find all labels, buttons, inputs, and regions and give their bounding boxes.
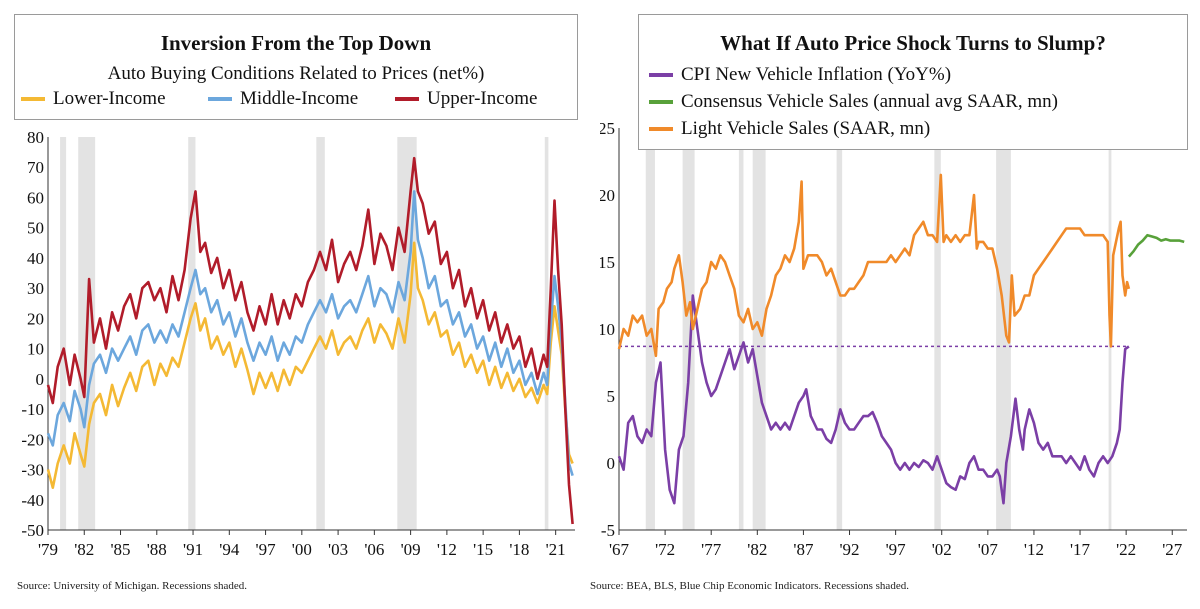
y-tick-label: 5 (607, 387, 616, 406)
y-tick-label: 20 (600, 186, 615, 205)
upper-income-swatch (395, 97, 419, 101)
recession-band-2 (682, 128, 695, 530)
left-legend-box: Inversion From the Top Down Auto Buying … (14, 14, 578, 120)
x-tick-label: '09 (401, 540, 421, 559)
recession-band-3 (188, 137, 196, 530)
left-chart: 80 70 60 50 40 30 20 10 0 -10 -20 -30 -40 -50'79 '82 '8… (21, 128, 575, 559)
x-tick-label: '67 (609, 540, 630, 559)
x-tick-label: '72 (655, 540, 675, 559)
x-tick-label: '92 (839, 540, 859, 559)
x-tick-label: '88 (147, 540, 167, 559)
recession-band-4 (316, 137, 325, 530)
x-tick-label: '27 (1162, 540, 1183, 559)
x-tick-label: '06 (364, 540, 384, 559)
consensus-swatch (649, 100, 673, 104)
right-chart-title: What If Auto Price Shock Turns to Slump? (720, 31, 1106, 55)
left-chart-title: Inversion From the Top Down (160, 31, 432, 55)
left-source-note: Source: University of Michigan. Recessio… (17, 580, 248, 592)
x-tick-label: '77 (701, 540, 722, 559)
legend-item-light-vehicle-sales: Light Vehicle Sales (SAAR, mn) (649, 118, 930, 140)
right-source-note: Source: BEA, BLS, Blue Chip Economic Ind… (590, 580, 909, 592)
x-tick-label: '22 (1116, 540, 1136, 559)
x-tick-label: '21 (546, 540, 566, 559)
legend-label-consensus: Consensus Vehicle Sales (annual avg SAAR… (681, 91, 1058, 112)
x-tick-label: '00 (292, 540, 312, 559)
legend-label-upper-income: Upper-Income (427, 88, 538, 109)
lower-income-swatch (21, 97, 45, 101)
series-line-cpi-new-vehicle-inflation-yoy (617, 294, 1130, 505)
recession-band-5 (836, 128, 843, 530)
x-tick-label: '15 (473, 540, 493, 559)
y-tick-label: 10 (600, 320, 615, 339)
recession-band-6 (544, 137, 549, 530)
middle-income-swatch (208, 97, 232, 101)
x-tick-label: '03 (328, 540, 348, 559)
series-line-light-vehicle-sales-saar-mn (617, 173, 1131, 358)
series-line-lower-income (46, 241, 574, 489)
x-tick-label: '12 (437, 540, 457, 559)
y-tick-label: 0 (607, 454, 616, 473)
legend-item-lower-income: Lower-Income (21, 88, 166, 110)
recession-band-6 (934, 128, 941, 530)
x-tick-label: '82 (747, 540, 767, 559)
y-tick-label: 40 (27, 249, 44, 268)
series-line-consensus-vehicle-sales-annual-avg-saar-mn (1127, 233, 1185, 258)
left-chart-panel: 80 70 60 50 40 30 20 10 0 -10 -20 -30 -40 -50'79 '82 '8… (14, 14, 578, 592)
y-tick-label: 50 (27, 219, 44, 238)
legend-item-cpi: CPI New Vehicle Inflation (YoY%) (649, 64, 951, 86)
x-tick-label: '97 (256, 540, 277, 559)
y-tick-label: -20 (21, 430, 44, 449)
x-tick-label: '94 (219, 540, 240, 559)
y-tick-label: 30 (27, 279, 44, 298)
y-tick-label: 70 (27, 158, 44, 177)
x-tick-label: '12 (1024, 540, 1044, 559)
legend-label-lower-income: Lower-Income (53, 88, 166, 109)
y-tick-label: 60 (27, 188, 44, 207)
y-tick-label: 0 (36, 370, 45, 389)
x-tick-label: '18 (509, 540, 529, 559)
y-tick-label: 15 (600, 253, 615, 272)
legend-label-light-vehicle-sales: Light Vehicle Sales (SAAR, mn) (681, 118, 931, 139)
legend-label-cpi: CPI New Vehicle Inflation (YoY%) (681, 64, 952, 85)
y-tick-label: 80 (27, 128, 44, 147)
recession-band-1 (60, 137, 67, 530)
series-line-upper-income (46, 156, 574, 525)
y-tick-label: -40 (21, 491, 44, 510)
right-chart: 25 20 15 10 5 0 -5'67 '72 '77 '82 '87 '92 '97 '02 '07 '… (600, 119, 1187, 559)
legend-item-upper-income: Upper-Income (395, 88, 537, 110)
sales-swatch (649, 127, 673, 131)
right-legend-box: What If Auto Price Shock Turns to Slump?… (638, 14, 1188, 150)
y-tick-label: 20 (27, 309, 44, 328)
x-tick-label: '17 (1070, 540, 1091, 559)
cpi-swatch (649, 73, 673, 77)
recession-band-7 (996, 128, 1011, 530)
y-tick-label: 25 (600, 119, 615, 138)
y-tick-label: -50 (21, 521, 44, 540)
recession-band-3 (738, 128, 744, 530)
x-tick-label: '79 (38, 540, 58, 559)
x-tick-label: '87 (793, 540, 814, 559)
y-tick-label: -10 (21, 400, 44, 419)
x-tick-label: '07 (978, 540, 999, 559)
y-tick-label: 10 (27, 340, 44, 359)
x-tick-label: '97 (886, 540, 907, 559)
y-tick-label: -30 (21, 461, 44, 480)
left-chart-subtitle: Auto Buying Conditions Related to Prices… (107, 63, 485, 84)
x-tick-label: '91 (183, 540, 203, 559)
x-tick-label: '82 (74, 540, 94, 559)
y-tick-label: -5 (601, 521, 615, 540)
legend-item-consensus: Consensus Vehicle Sales (annual avg SAAR… (649, 91, 1058, 113)
series-line-middle-income (46, 190, 574, 476)
right-chart-panel: 25 20 15 10 5 0 -5'67 '72 '77 '82 '87 '92 '97 '02 '07 '… (590, 0, 1200, 609)
x-tick-label: '02 (932, 540, 952, 559)
legend-label-middle-income: Middle-Income (240, 88, 359, 109)
x-tick-label: '85 (110, 540, 130, 559)
legend-item-middle-income: Middle-Income (208, 88, 358, 110)
